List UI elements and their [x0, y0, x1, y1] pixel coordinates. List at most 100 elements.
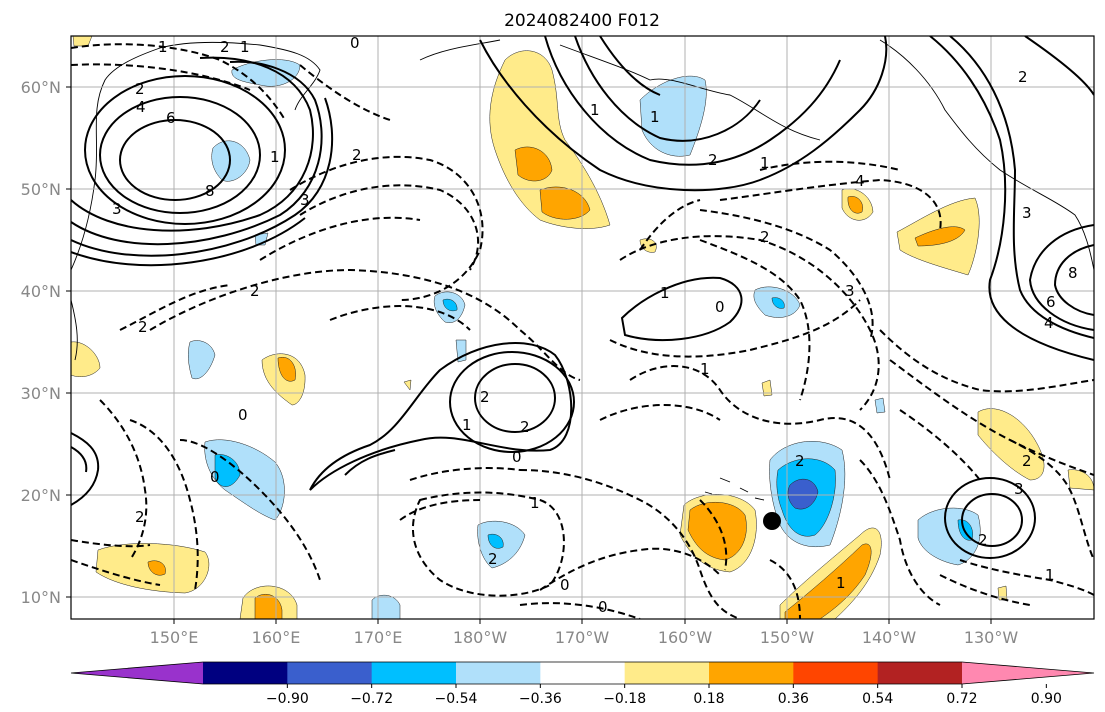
contour-label: 4: [855, 172, 865, 190]
contour-label: 1: [660, 284, 670, 302]
contour-label: 1: [240, 38, 250, 56]
contour-label: 4: [136, 98, 146, 116]
coastlines: [71, 39, 1094, 501]
colorbar: −0.90 −0.72 −0.54 −0.36 −0.18 0.18 0.36 0.54 0.7…: [70, 661, 1095, 707]
colorbar-tick-label: 0.54: [862, 691, 893, 707]
positive-anomaly-region: [71, 341, 101, 377]
lon-label: 160°E: [252, 628, 301, 647]
positive-anomaly-region: [277, 356, 296, 382]
positive-anomaly-region: [761, 379, 773, 397]
positive-anomaly-region: [514, 146, 553, 182]
negative-contour-labels: 0 1 2 3 2 1 2 0 2 1 2 4 1 3 0 2 0 1 2 0 …: [135, 34, 1055, 616]
positive-anomaly-region: [403, 379, 412, 391]
lon-label: 160°W: [658, 628, 713, 647]
negative-anomaly-region: [214, 454, 241, 487]
positive-anomaly-region: [784, 543, 872, 619]
contour-label: 1: [836, 574, 846, 592]
lon-label: 180°W: [453, 628, 508, 647]
positive-anomaly-region: [687, 501, 747, 561]
contour-label: 3: [300, 191, 310, 209]
colorbar-segment: [371, 662, 457, 684]
contour-label: 2: [220, 38, 230, 56]
contour-label: 1: [700, 360, 710, 378]
colorbar-tick-label: −0.36: [519, 691, 562, 707]
colorbar-segment: [709, 662, 794, 684]
lon-label: 150°W: [760, 628, 815, 647]
contour-label: 2: [520, 418, 530, 436]
positive-anomaly-region: [147, 560, 166, 576]
colorbar-tick-label: −0.18: [603, 691, 646, 707]
negative-anomaly-region: [874, 397, 886, 414]
storm-position-marker[interactable]: [763, 512, 781, 530]
lat-label: 60°N: [21, 78, 61, 97]
colorbar-extend-high: [962, 662, 1094, 684]
positive-anomaly-region: [254, 594, 283, 619]
negative-anomaly-region: [787, 478, 819, 510]
colorbar-tick-label: 0.90: [1031, 691, 1062, 707]
map-gridlines: [71, 36, 1094, 619]
contour-label: 1: [760, 154, 770, 172]
lat-label: 40°N: [21, 282, 61, 301]
positive-anomaly-region: [847, 196, 863, 214]
contour-label: 0: [350, 34, 360, 52]
colorbar-tick-label: −0.90: [266, 691, 309, 707]
negative-anomaly-region: [188, 340, 216, 380]
positive-anomaly-region: [539, 186, 591, 220]
colorbar-segment: [456, 662, 541, 684]
colorbar-outline: [70, 661, 1095, 685]
colorbar-segment: [793, 662, 879, 684]
contour-label: 2: [795, 452, 805, 470]
colorbar-segment: [624, 662, 710, 684]
contour-label: 1: [462, 416, 472, 434]
contour-label: 2: [250, 282, 260, 300]
contour-label: 2: [135, 80, 145, 98]
contour-label: 0: [238, 406, 248, 424]
contour-label: 3: [1022, 204, 1032, 222]
contour-label: 2: [708, 151, 718, 169]
contour-label: 2: [978, 531, 988, 549]
contour-label: 3: [845, 282, 855, 300]
contour-label: 0: [598, 598, 608, 616]
map-plot-area: 1 2 4 6 8 3 1 2 1 2 3 6 4 8 2 1 3 2 0 1 …: [71, 34, 1094, 619]
contour-label: 3: [1014, 480, 1024, 498]
negative-anomaly-region: [442, 298, 458, 312]
colorbar-segment: [877, 662, 963, 684]
contour-label: 8: [205, 182, 215, 200]
contour-label: 0: [210, 468, 220, 486]
colorbar-tick-label: −0.72: [350, 691, 393, 707]
contour-label: 0: [715, 298, 725, 316]
contour-label: 3: [112, 200, 122, 218]
lat-label: 10°N: [21, 588, 61, 607]
negative-anomaly-region: [487, 533, 504, 549]
positive-anomaly-region: [997, 585, 1008, 601]
colorbar-tick-label: 0.72: [946, 691, 977, 707]
positive-anomaly-region: [1067, 469, 1094, 491]
contour-label: 1: [650, 108, 660, 126]
contour-label: 0: [512, 448, 522, 466]
contour-label: 2: [1018, 68, 1028, 86]
colorbar-segment: [540, 662, 626, 684]
lon-label: 170°E: [354, 628, 403, 647]
negative-anomaly-region: [771, 297, 785, 309]
colorbar-tick-label: 0.36: [778, 691, 809, 707]
colorbar-segments: [70, 661, 1095, 685]
contour-label: 6: [1046, 293, 1056, 311]
contour-label: 1: [1045, 566, 1055, 584]
contour-label: 2: [488, 550, 498, 568]
contour-label: 2: [1022, 452, 1032, 470]
colorbar-tick-label: −0.54: [435, 691, 478, 707]
lon-label: 140°W: [862, 628, 917, 647]
lon-label: 130°W: [964, 628, 1019, 647]
contour-label: 2: [138, 318, 148, 336]
axis-ticks: [66, 86, 992, 624]
colorbar-ticks: −0.90 −0.72 −0.54 −0.36 −0.18 0.18 0.36 0.54 0.7…: [266, 684, 1062, 707]
contour-label: 2: [135, 508, 145, 526]
contour-label: 2: [480, 388, 490, 406]
lat-label: 20°N: [21, 486, 61, 505]
negative-contours: [71, 43, 1094, 619]
lon-label: 150°E: [150, 628, 199, 647]
lat-label: 30°N: [21, 384, 61, 403]
contour-label: 1: [158, 38, 168, 56]
colorbar-segment: [203, 662, 288, 684]
